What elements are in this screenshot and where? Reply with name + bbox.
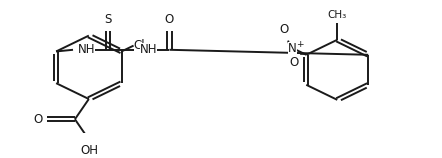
Text: OH: OH <box>81 144 99 158</box>
Text: NH: NH <box>140 43 157 56</box>
Text: NH: NH <box>78 43 95 56</box>
Text: Cl: Cl <box>134 39 145 52</box>
Text: O: O <box>33 113 42 126</box>
Text: +: + <box>297 40 304 49</box>
Text: O: O <box>165 13 174 26</box>
Text: S: S <box>104 13 111 26</box>
Text: −: − <box>299 50 308 60</box>
Text: N: N <box>288 42 297 55</box>
Text: O: O <box>279 23 289 36</box>
Text: O: O <box>290 56 299 70</box>
Text: CH₃: CH₃ <box>328 10 347 20</box>
